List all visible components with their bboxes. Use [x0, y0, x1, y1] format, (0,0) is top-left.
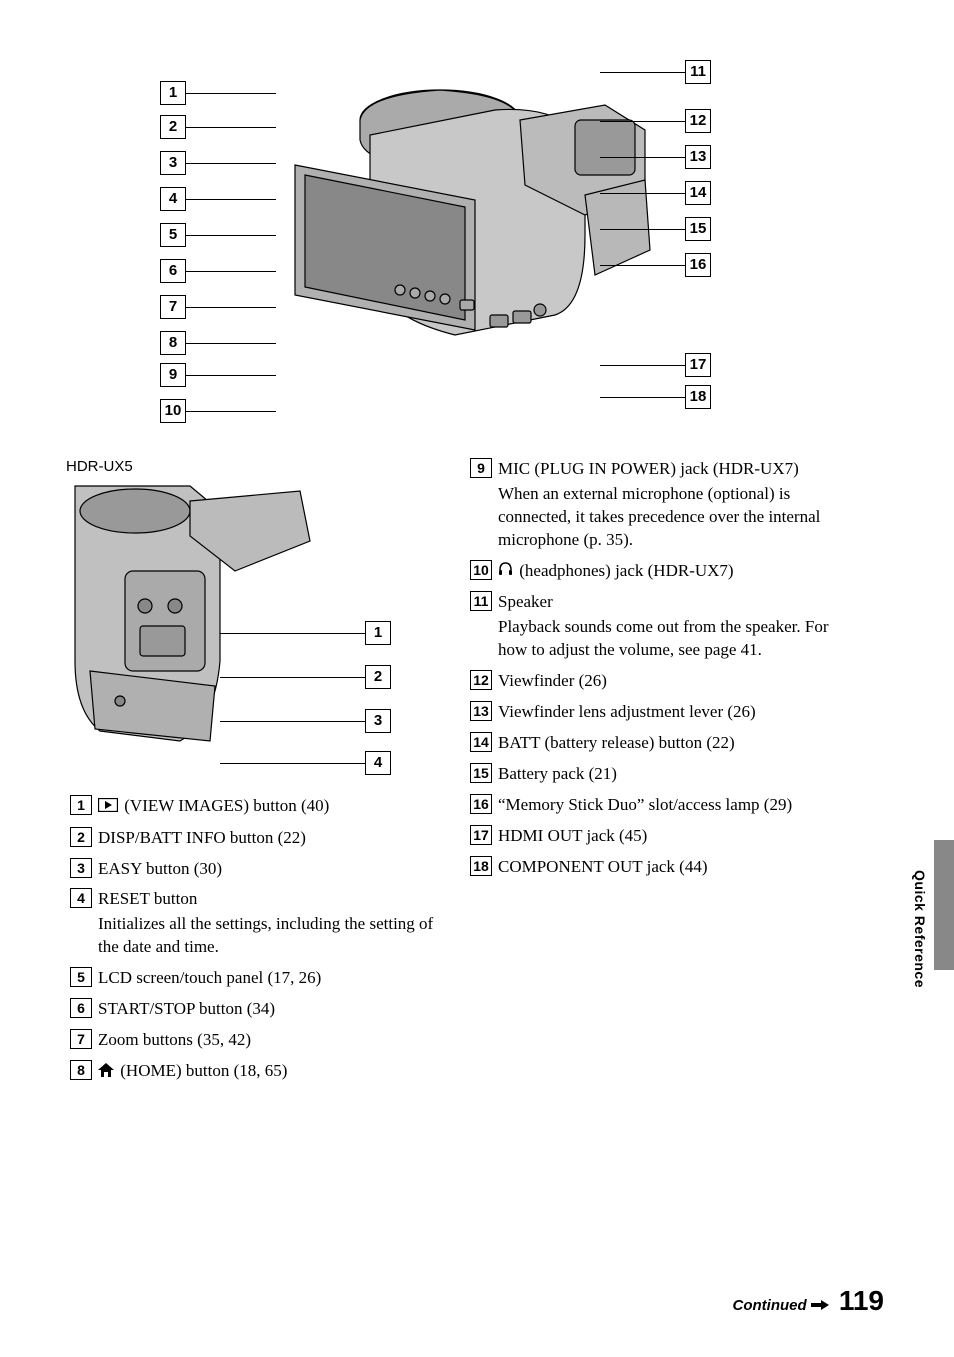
- callout-12: 12: [685, 109, 711, 133]
- item-8: 8 (HOME) button (18, 65): [70, 1060, 440, 1084]
- item-text-16: “Memory Stick Duo” slot/access lamp (29): [498, 794, 860, 817]
- play-icon: [98, 796, 118, 819]
- callout-10: 10: [160, 399, 186, 423]
- main-diagram: 12345678910 1112131415161718: [160, 60, 720, 450]
- item-num-7: 7: [70, 1029, 92, 1049]
- item-text-3: EASY button (30): [98, 858, 440, 881]
- small-callout-4: 4: [365, 751, 391, 775]
- item-num-13: 13: [470, 701, 492, 721]
- item-text-14: BATT (battery release) button (22): [498, 732, 860, 755]
- item-text-5: LCD screen/touch panel (17, 26): [98, 967, 440, 990]
- callout-6: 6: [160, 259, 186, 283]
- item-10: 10 (headphones) jack (HDR-UX7): [470, 560, 860, 584]
- item-num-10: 10: [470, 560, 492, 580]
- item-num-4: 4: [70, 888, 92, 908]
- item-num-9: 9: [470, 458, 492, 478]
- callout-4: 4: [160, 187, 186, 211]
- item-text-2: DISP/BATT INFO button (22): [98, 827, 440, 850]
- item-num-16: 16: [470, 794, 492, 814]
- item-num-17: 17: [470, 825, 492, 845]
- page-number: 119: [839, 1285, 884, 1317]
- arrow-right-icon: [811, 1300, 829, 1310]
- page-footer: Continued 119: [733, 1285, 885, 1317]
- item-num-12: 12: [470, 670, 492, 690]
- small-callout-3: 3: [365, 709, 391, 733]
- item-num-2: 2: [70, 827, 92, 847]
- item-text-13: Viewfinder lens adjustment lever (26): [498, 701, 860, 724]
- item-num-14: 14: [470, 732, 492, 752]
- item-text-11: SpeakerPlayback sounds come out from the…: [498, 591, 860, 662]
- small-diagram: 1 2 3 4: [70, 481, 400, 781]
- callout-8: 8: [160, 331, 186, 355]
- item-13: 13 Viewfinder lens adjustment lever (26): [470, 701, 860, 724]
- item-text-12: Viewfinder (26): [498, 670, 860, 693]
- item-text-4: RESET buttonInitializes all the settings…: [98, 888, 440, 959]
- item-text-9: MIC (PLUG IN POWER) jack (HDR-UX7)When a…: [498, 458, 860, 552]
- continued-label: Continued: [733, 1297, 829, 1314]
- model-label: HDR-UX5: [66, 458, 440, 475]
- item-num-6: 6: [70, 998, 92, 1018]
- item-num-8: 8: [70, 1060, 92, 1080]
- home-icon: [98, 1061, 114, 1084]
- callout-7: 7: [160, 295, 186, 319]
- callout-1: 1: [160, 81, 186, 105]
- callout-2: 2: [160, 115, 186, 139]
- item-18: 18 COMPONENT OUT jack (44): [470, 856, 860, 879]
- item-num-1: 1: [70, 795, 92, 815]
- camera-small-illustration: [70, 481, 320, 761]
- item-text-10: (headphones) jack (HDR-UX7): [498, 560, 860, 584]
- callout-14: 14: [685, 181, 711, 205]
- item-4: 4 RESET buttonInitializes all the setting…: [70, 888, 440, 959]
- item-7: 7 Zoom buttons (35, 42): [70, 1029, 440, 1052]
- item-num-11: 11: [470, 591, 492, 611]
- item-1: 1 (VIEW IMAGES) button (40): [70, 795, 440, 819]
- callout-13: 13: [685, 145, 711, 169]
- item-12: 12 Viewfinder (26): [470, 670, 860, 693]
- item-3: 3 EASY button (30): [70, 858, 440, 881]
- item-11: 11 SpeakerPlayback sounds come out from t…: [470, 591, 860, 662]
- callout-3: 3: [160, 151, 186, 175]
- callout-9: 9: [160, 363, 186, 387]
- item-16: 16 “Memory Stick Duo” slot/access lamp (2…: [470, 794, 860, 817]
- item-5: 5 LCD screen/touch panel (17, 26): [70, 967, 440, 990]
- callout-18: 18: [685, 385, 711, 409]
- item-text-15: Battery pack (21): [498, 763, 860, 786]
- item-9: 9 MIC (PLUG IN POWER) jack (HDR-UX7)When …: [470, 458, 860, 552]
- callout-5: 5: [160, 223, 186, 247]
- item-num-15: 15: [470, 763, 492, 783]
- item-14: 14 BATT (battery release) button (22): [470, 732, 860, 755]
- item-15: 15 Battery pack (21): [470, 763, 860, 786]
- small-callout-2: 2: [365, 665, 391, 689]
- callout-17: 17: [685, 353, 711, 377]
- item-text-17: HDMI OUT jack (45): [498, 825, 860, 848]
- item-17: 17 HDMI OUT jack (45): [470, 825, 860, 848]
- callout-16: 16: [685, 253, 711, 277]
- item-num-18: 18: [470, 856, 492, 876]
- headphone-icon: [498, 560, 513, 583]
- item-6: 6 START/STOP button (34): [70, 998, 440, 1021]
- item-num-3: 3: [70, 858, 92, 878]
- item-text-7: Zoom buttons (35, 42): [98, 1029, 440, 1052]
- item-text-8: (HOME) button (18, 65): [98, 1060, 440, 1084]
- small-callout-1: 1: [365, 621, 391, 645]
- item-num-5: 5: [70, 967, 92, 987]
- callout-15: 15: [685, 217, 711, 241]
- item-text-6: START/STOP button (34): [98, 998, 440, 1021]
- item-2: 2 DISP/BATT INFO button (22): [70, 827, 440, 850]
- item-text-1: (VIEW IMAGES) button (40): [98, 795, 440, 819]
- side-tab: [934, 840, 954, 970]
- left-items-list: 1 (VIEW IMAGES) button (40) 2 DISP/BATT IN…: [70, 795, 440, 1084]
- camera-main-illustration: [275, 85, 655, 385]
- item-text-18: COMPONENT OUT jack (44): [498, 856, 860, 879]
- callout-11: 11: [685, 60, 711, 84]
- right-items-list: 9 MIC (PLUG IN POWER) jack (HDR-UX7)When …: [470, 458, 860, 879]
- side-label: Quick Reference: [912, 870, 928, 988]
